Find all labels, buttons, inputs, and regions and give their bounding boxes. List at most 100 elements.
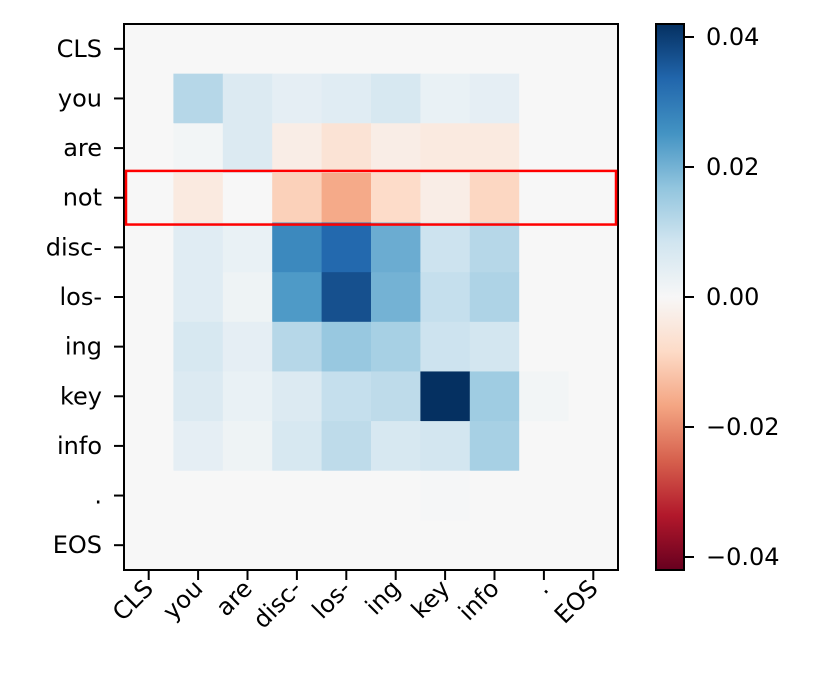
- heatmap-cell: [568, 371, 619, 422]
- heatmap-cell: [272, 470, 323, 521]
- heatmap-cell: [173, 520, 224, 571]
- heatmap-cell: [371, 272, 421, 323]
- heatmap-cell: [519, 371, 570, 422]
- heatmap-cell: [321, 222, 372, 273]
- heatmap-cell: [371, 371, 421, 422]
- heatmap-cell: [124, 321, 174, 373]
- heatmap-cell: [321, 421, 372, 472]
- heatmap-cell: [272, 172, 323, 224]
- heatmap-cell: [272, 321, 323, 373]
- heatmap-cell: [222, 520, 273, 571]
- heatmap-cell: [371, 421, 421, 472]
- heatmap-cell: [272, 123, 323, 174]
- heatmap-cell: [568, 272, 619, 323]
- heatmap-cell: [420, 371, 471, 422]
- heatmap-cell: [272, 520, 323, 571]
- heatmap-cell: [469, 421, 520, 472]
- heatmap-cell: [222, 421, 273, 472]
- heatmap-cell: [173, 222, 224, 273]
- x-tick-label: EOS: [549, 574, 604, 629]
- x-tick-label: key: [406, 574, 456, 624]
- heatmap-cell: [222, 321, 273, 373]
- heatmap-cell: [469, 470, 520, 521]
- heatmap-cell: [173, 272, 224, 323]
- heatmap-cell: [469, 272, 520, 323]
- heatmap-cell: [519, 321, 570, 373]
- heatmap-cell: [222, 73, 273, 124]
- heatmap-cell: [371, 470, 421, 521]
- heatmap-cell: [272, 371, 323, 422]
- colorbar-tick-label: 0.04: [706, 23, 759, 51]
- heatmap-cell: [568, 520, 619, 571]
- heatmap-cell: [173, 172, 224, 224]
- x-tick-label: disc-: [248, 574, 308, 634]
- heatmap-cell: [173, 371, 224, 422]
- x-tick-label: CLS: [107, 574, 159, 626]
- heatmap-cell: [124, 73, 174, 124]
- y-tick-label: you: [58, 84, 102, 112]
- heatmap-cell: [222, 371, 273, 422]
- heatmap-cell: [321, 73, 372, 124]
- y-tick-label: .: [94, 482, 102, 510]
- heatmap-cell: [222, 123, 273, 174]
- heatmap-cell: [420, 172, 471, 224]
- heatmap-cell: [469, 321, 520, 373]
- heatmap-cell: [371, 222, 421, 273]
- heatmap-cell: [272, 24, 323, 75]
- heatmap-cell: [469, 172, 520, 224]
- highlight-box: [124, 169, 618, 226]
- heatmap-cell: [321, 470, 372, 521]
- heatmap-cell: [173, 73, 224, 124]
- heatmap-cell: [420, 421, 471, 472]
- colorbar-gradient: [655, 23, 685, 571]
- heatmap-cell: [469, 520, 520, 571]
- heatmap-cell: [173, 470, 224, 521]
- heatmap-cell: [173, 24, 224, 75]
- x-tick-label: los-: [307, 574, 357, 624]
- x-tick-label: ing: [360, 574, 406, 620]
- heatmap-cell: [272, 222, 323, 273]
- heatmap-cell: [222, 272, 273, 323]
- heatmap-cell: [272, 73, 323, 124]
- heatmap-cell: [568, 470, 619, 521]
- colorbar: 0.04 0.02 0.00 −0.02 −0.04: [655, 23, 780, 571]
- heatmap-cell: [222, 470, 273, 521]
- heatmap-cell: [568, 222, 619, 273]
- heatmap-cell: [321, 321, 372, 373]
- heatmap-cell: [321, 272, 372, 323]
- x-tick-label: info: [453, 574, 505, 626]
- x-tick-label: you: [157, 574, 208, 625]
- plot-frame: [123, 23, 619, 571]
- y-tick-label: CLS: [57, 35, 102, 63]
- heatmap-cell: [568, 73, 619, 124]
- heatmap-cell: [173, 123, 224, 174]
- heatmap-cell: [519, 470, 570, 521]
- heatmap-cell: [469, 73, 520, 124]
- y-tick-label: ing: [65, 333, 102, 361]
- colorbar-tick-label: 0.00: [706, 283, 759, 311]
- y-tick-label: los-: [59, 283, 102, 311]
- heatmap-cell: [519, 222, 570, 273]
- heatmap-cell: [469, 123, 520, 174]
- x-tick-label: .: [529, 574, 554, 599]
- heatmap-cell: [420, 520, 471, 571]
- heatmap-cell: [420, 73, 471, 124]
- colorbar-tick-label: 0.02: [706, 153, 759, 181]
- heatmap-cell: [124, 123, 174, 174]
- colorbar-tick-label: −0.04: [706, 543, 780, 571]
- y-tick-label: disc-: [46, 233, 102, 261]
- heatmap-cell: [469, 24, 520, 75]
- y-axis: CLS you are not disc-los-ing key info. EOS: [46, 35, 124, 559]
- heatmap-cell: [371, 123, 421, 174]
- heatmap-cell: [321, 371, 372, 422]
- y-tick-label: not: [63, 184, 102, 212]
- heatmap-cell: [519, 421, 570, 472]
- heatmap-cell: [519, 520, 570, 571]
- heatmap-cell: [124, 172, 174, 224]
- heatmap-cell: [222, 172, 273, 224]
- heatmap-cell: [321, 172, 372, 224]
- colorbar-ticks: 0.04 0.02 0.00 −0.02 −0.04: [684, 23, 780, 571]
- heatmap-cell: [519, 24, 570, 75]
